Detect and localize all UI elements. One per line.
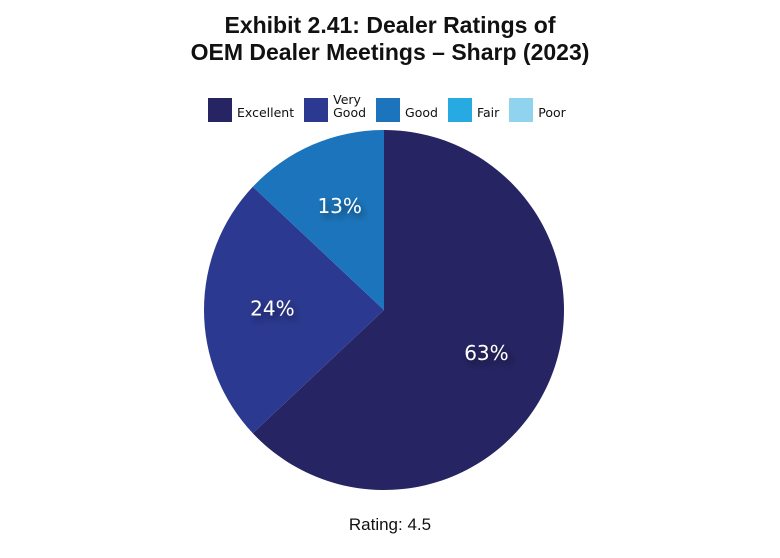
chart-title-line2: OEM Dealer Meetings – Sharp (2023) [190, 39, 590, 65]
pie-slice-label: 63% [464, 341, 508, 365]
pie-slices [203, 130, 565, 491]
legend-label: Good [405, 106, 438, 122]
legend-item-2: Good [376, 98, 438, 122]
legend-label-line: Good [405, 105, 438, 120]
legend-label-line: Fair [476, 105, 500, 120]
legend-label-line: Poor [538, 105, 566, 120]
pie-slice-very-good [203, 186, 384, 434]
legend-item-1: Very Good [304, 93, 366, 122]
pie-slice-label: 24% [250, 297, 294, 321]
chart-title: Exhibit 2.41: Dealer Ratings of OEM Deal… [0, 12, 780, 66]
legend-label: Poor [538, 106, 566, 122]
legend-label: Very Good [333, 93, 366, 122]
chart-title-line1: Exhibit 2.41: Dealer Ratings of [224, 12, 556, 38]
pie-labels: 63% 24% 13% [250, 194, 508, 365]
legend-swatch [376, 98, 401, 122]
legend-swatch [304, 98, 329, 122]
legend-swatch [208, 98, 232, 122]
legend-label-line: Excellent [237, 105, 295, 120]
legend-swatch [509, 98, 534, 122]
legend-label-line: Very [333, 92, 361, 107]
chart-legend: Excellent Very Good Good Fair Poor [208, 90, 576, 122]
legend-label: Excellent [237, 106, 294, 122]
pie-slice-excellent [252, 130, 565, 491]
legend-item-3: Fair [447, 98, 499, 122]
legend-label-line: Good [333, 105, 367, 120]
legend-label: Fair [477, 106, 499, 122]
legend-swatch [447, 98, 472, 122]
pie-slice-good [252, 130, 384, 310]
pie-slice-label: 13% [317, 194, 361, 218]
legend-item-4: Poor [509, 98, 566, 122]
legend-item-0: Excellent [208, 98, 294, 122]
rating-text: Rating: 4.5 [348, 515, 432, 534]
